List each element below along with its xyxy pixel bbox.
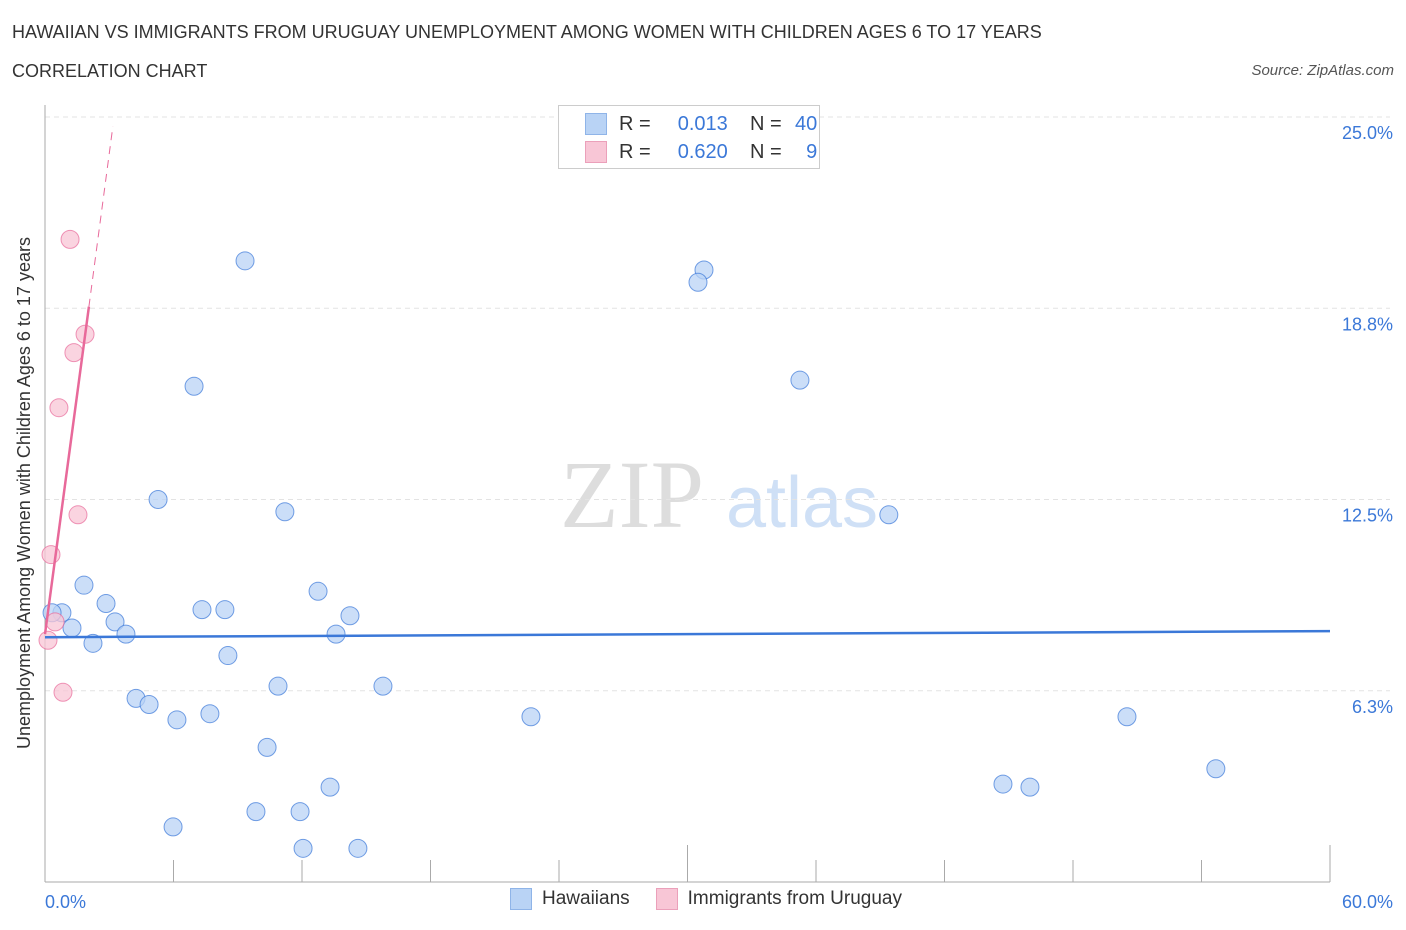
r-label: R = (619, 140, 651, 163)
n-label: N = (750, 140, 782, 163)
y-tick-label: 18.8% (1342, 314, 1393, 334)
hawaiian-point (879, 505, 899, 525)
hawaiian-point (184, 376, 204, 396)
uruguay-point (53, 682, 73, 702)
watermark-atlas: atlas (726, 463, 878, 543)
uruguay-point (68, 505, 88, 525)
hawaiian-trendline (44, 629, 1331, 639)
hawaiian-point (257, 737, 277, 757)
chart-subtitle: CORRELATION CHART (12, 61, 208, 81)
hawaiian-point (373, 676, 393, 696)
uruguay-point (38, 630, 58, 650)
stats-legend: R = 0.013 N = 40 R = 0.620 N = 9 (558, 105, 820, 169)
hawaiian-point (163, 817, 183, 837)
hawaiian-point (275, 502, 295, 522)
chart-title: HAWAIIAN VS IMMIGRANTS FROM URUGUAY UNEM… (12, 22, 1042, 42)
y-axis-label: Unemployment Among Women with Children A… (14, 237, 34, 749)
uruguay-point (45, 612, 65, 632)
hawaiian-point (993, 774, 1013, 794)
source-label: Source: ZipAtlas.com (1251, 62, 1394, 79)
hawaiian-point (268, 676, 288, 696)
y-tick-label: 25.0% (1342, 123, 1393, 143)
hawaiian-point (340, 606, 360, 626)
legend-uruguay: Immigrants from Uruguay (687, 888, 902, 909)
uruguay-trendline (43, 306, 91, 635)
y-tick-label: 6.3% (1352, 697, 1393, 717)
hawaiian-point (167, 710, 187, 730)
watermark-zip: ZIP (560, 441, 704, 548)
x-tick-label: 60.0% (1342, 892, 1393, 912)
legend-hawaiians: Hawaiians (542, 888, 630, 909)
hawaiian-point (200, 704, 220, 724)
n-value: 40 (795, 112, 818, 135)
hawaiian-point (326, 624, 346, 644)
n-value: 9 (806, 140, 818, 163)
hawaiian-point (246, 802, 266, 822)
hawaiian-point (290, 802, 310, 822)
hawaiian-point (320, 777, 340, 797)
hawaiian-point (218, 646, 238, 666)
hawaiian-point (790, 370, 810, 390)
hawaiian-point (308, 581, 328, 601)
hawaiian-point (1020, 777, 1040, 797)
uruguay-trendline-extension (88, 126, 114, 307)
hawaiian-point (1117, 707, 1137, 727)
r-value: 0.620 (677, 140, 728, 163)
hawaiians-swatch (510, 888, 532, 910)
hawaiian-point (116, 624, 136, 644)
y-tick-label: 12.5% (1342, 506, 1393, 526)
hawaiian-point (148, 490, 168, 509)
n-label: N = (750, 112, 782, 135)
hawaiians-swatch (585, 113, 607, 135)
hawaiian-point (74, 575, 94, 595)
hawaiian-point (348, 838, 368, 858)
hawaiian-point (293, 838, 313, 858)
hawaiian-point (62, 618, 82, 638)
hawaiian-point (235, 251, 255, 271)
uruguay-swatch (655, 888, 678, 910)
uruguay-point (60, 229, 80, 249)
uruguay-point (64, 343, 84, 363)
r-label: R = (619, 112, 651, 135)
hawaiian-point (521, 707, 541, 727)
hawaiian-point (96, 594, 116, 614)
uruguay-point (49, 398, 69, 418)
x-tick-label: 0.0% (45, 892, 86, 912)
hawaiian-point (105, 612, 125, 632)
r-value: 0.013 (677, 112, 728, 135)
hawaiian-point (139, 695, 159, 715)
series-legend: Hawaiians Immigrants from Uruguay (510, 888, 902, 910)
hawaiian-point (688, 272, 708, 292)
hawaiian-point (215, 600, 235, 620)
hawaiian-point (192, 600, 212, 620)
legend-row-uruguay: R = 0.620 N = 9 (585, 139, 817, 165)
hawaiian-point (1206, 759, 1226, 779)
hawaiian-point (83, 633, 103, 653)
uruguay-swatch (585, 141, 607, 163)
legend-row-hawaiians: R = 0.013 N = 40 (585, 111, 817, 137)
